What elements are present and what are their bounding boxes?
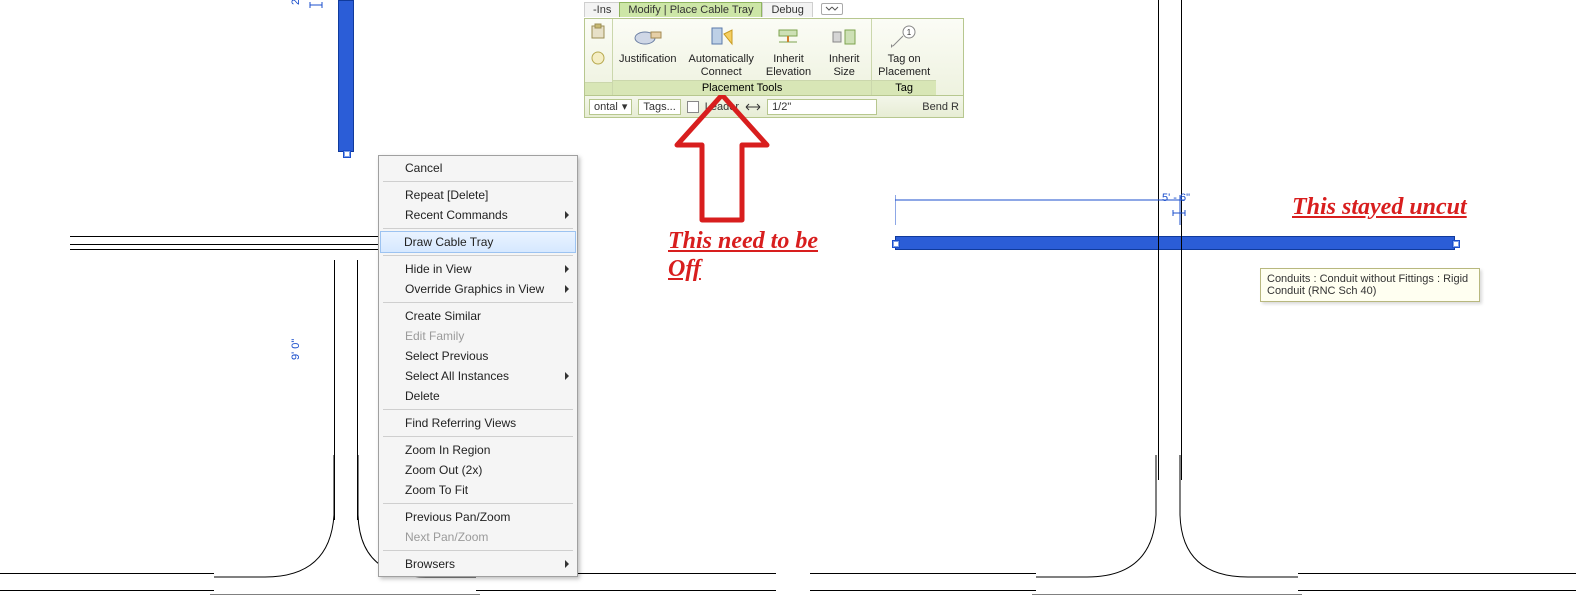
tab-debug[interactable]: Debug (762, 2, 812, 17)
horiz-combo[interactable]: ontal ▾ (589, 99, 632, 115)
ctx-zoom-to-fit[interactable]: Zoom To Fit (381, 480, 575, 500)
auto-connect-button[interactable]: Automatically Connect (682, 19, 759, 80)
ctx-draw-cable-tray[interactable]: Draw Cable Tray (380, 231, 576, 253)
tab-addins[interactable]: -Ins (584, 2, 619, 17)
annotation-left: This need to be Off (668, 228, 848, 283)
submenu-arrow-icon (565, 265, 569, 273)
annotation-right: This stayed uncut (1292, 194, 1467, 222)
ctx-prev-pan-zoom[interactable]: Previous Pan/Zoom (381, 507, 575, 527)
size-input[interactable]: 1/2" (767, 99, 877, 115)
ctx-repeat[interactable]: Repeat [Delete] (381, 185, 575, 205)
ctx-browsers[interactable]: Browsers (381, 554, 575, 574)
dim-left-vert: 2' - 1 (290, 0, 302, 5)
svg-text:1: 1 (907, 28, 912, 37)
ctx-cancel[interactable]: Cancel (381, 158, 575, 178)
ctx-delete[interactable]: Delete (381, 386, 575, 406)
conduit-handle-right[interactable] (1452, 240, 1460, 248)
inherit-size-label: Inherit Size (829, 53, 860, 78)
ribbon-group-placement-tools: Justification Automatically Connect Inhe… (613, 19, 872, 95)
inherit-elevation-button[interactable]: Inherit Elevation (760, 19, 817, 80)
ctx-find-referring[interactable]: Find Referring Views (381, 413, 575, 433)
wall-horiz-right-b (1298, 573, 1576, 591)
submenu-arrow-icon (565, 285, 569, 293)
bend-r-label: Bend R (922, 101, 959, 113)
dim-tick-icon (1170, 208, 1188, 218)
ctx-browsers-label: Browsers (405, 557, 455, 571)
tag-icon: 1 (888, 23, 920, 51)
auto-connect-label: Automatically Connect (688, 53, 753, 78)
dim-left-vert2: 9' 0" (290, 339, 302, 360)
ctx-hide-in-view-label: Hide in View (405, 262, 471, 276)
tee-flare-right (1032, 455, 1302, 595)
wall-horiz-left-a (0, 573, 214, 591)
ctx-hide-in-view[interactable]: Hide in View (381, 259, 575, 279)
ribbon-panel: -Ins Modify | Place Cable Tray Debug (584, 0, 964, 118)
conduit-handle-left[interactable] (892, 240, 900, 248)
dim-right-horiz: 5' - 6" (1162, 192, 1190, 204)
ctx-next-pan-zoom: Next Pan/Zoom (381, 527, 575, 547)
ctx-edit-family: Edit Family (381, 326, 575, 346)
chevron-down-icon: ▾ (622, 100, 628, 113)
conduit-horizontal (895, 236, 1455, 250)
tag-on-placement-label: Tag on Placement (878, 53, 930, 78)
horiz-combo-value: ontal (594, 101, 618, 113)
inherit-elevation-label: Inherit Elevation (766, 53, 811, 78)
size-input-value: 1/2" (772, 101, 791, 113)
inherit-size-icon (828, 23, 860, 51)
ribbon-overflow-icon[interactable] (821, 3, 843, 15)
justification-icon (632, 23, 664, 51)
paste-icon[interactable] (589, 23, 609, 43)
inherit-size-button[interactable]: Inherit Size (817, 19, 871, 80)
inherit-elevation-icon (773, 23, 805, 51)
context-menu: Cancel Repeat [Delete] Recent Commands D… (378, 155, 578, 577)
wall-vert-right-over (1158, 232, 1182, 254)
wall-horiz-right-a (810, 573, 1036, 591)
auto-connect-icon (705, 23, 737, 51)
ribbon-group-clipboard (585, 19, 613, 95)
cable-tray-vertical (338, 0, 354, 152)
options-bar: ontal ▾ Tags... Leader 1/2" Bend R (584, 96, 964, 118)
submenu-arrow-icon (565, 211, 569, 219)
ctx-select-previous[interactable]: Select Previous (381, 346, 575, 366)
tag-on-placement-button[interactable]: 1 Tag on Placement (872, 19, 936, 80)
justification-label: Justification (619, 53, 676, 66)
ext-tick-icon (307, 0, 325, 10)
justification-button[interactable]: Justification (613, 19, 682, 80)
dim-line-right (895, 195, 1185, 225)
ctx-zoom-in-region[interactable]: Zoom In Region (381, 440, 575, 460)
tab-modify-place-cable-tray[interactable]: Modify | Place Cable Tray (619, 2, 762, 17)
ctx-recent-commands-label: Recent Commands (405, 208, 508, 222)
ctx-select-all-instances[interactable]: Select All Instances (381, 366, 575, 386)
submenu-arrow-icon (565, 560, 569, 568)
wall-vert-left (334, 260, 358, 520)
placement-tools-title: Placement Tools (613, 80, 871, 95)
arrow-annotation-icon (672, 95, 772, 225)
ctx-zoom-out[interactable]: Zoom Out (2x) (381, 460, 575, 480)
wall-vert-right (1158, 0, 1182, 480)
ctx-override-graphics[interactable]: Override Graphics in View (381, 279, 575, 299)
ctx-recent-commands[interactable]: Recent Commands (381, 205, 575, 225)
ctx-override-graphics-label: Override Graphics in View (405, 282, 544, 296)
ribbon-group-tag: 1 Tag on Placement Tag (872, 19, 936, 95)
match-icon[interactable] (589, 49, 609, 69)
submenu-arrow-icon (565, 372, 569, 380)
tag-group-title: Tag (872, 80, 936, 95)
ctx-select-all-instances-label: Select All Instances (405, 369, 509, 383)
tooltip: Conduits : Conduit without Fittings : Ri… (1260, 268, 1480, 302)
endpoint-handle[interactable] (343, 150, 351, 158)
ctx-create-similar[interactable]: Create Similar (381, 306, 575, 326)
